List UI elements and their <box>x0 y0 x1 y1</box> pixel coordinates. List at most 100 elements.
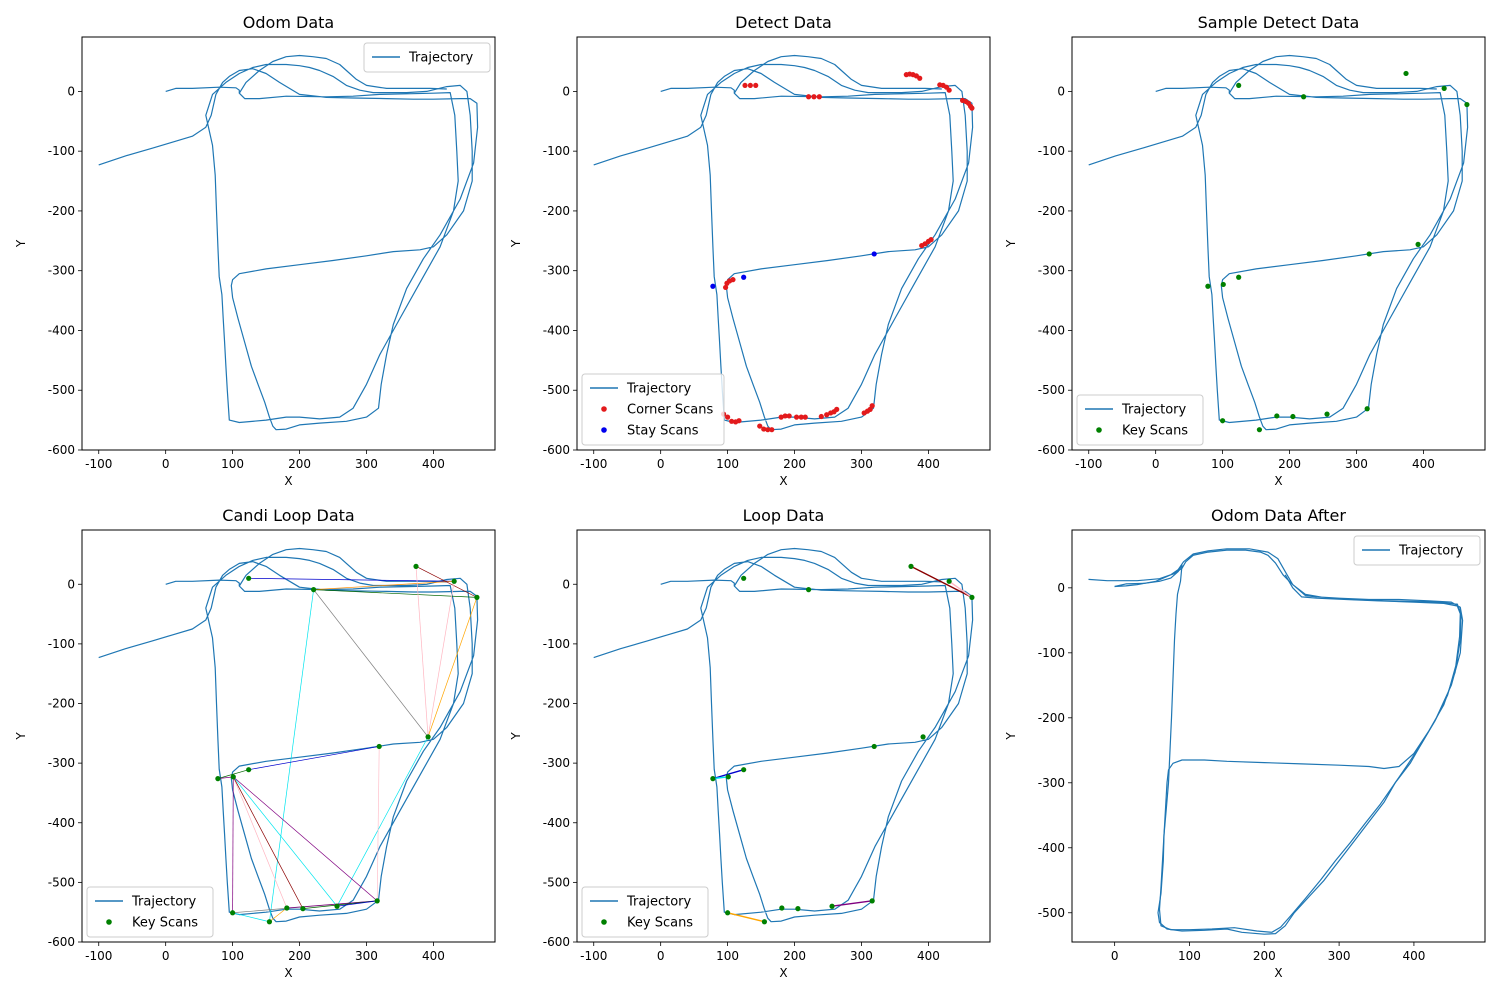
plot-area <box>98 54 479 431</box>
corner-scans-point-34 <box>757 423 763 429</box>
plot-area <box>98 547 480 925</box>
x-tick-label: 0 <box>1111 949 1119 963</box>
loop-link-15 <box>232 776 234 913</box>
loop-link-1 <box>910 565 973 598</box>
y-tick-label: -100 <box>48 637 75 651</box>
legend-dot-swatch <box>601 919 607 925</box>
loop-link-21 <box>232 912 270 923</box>
x-tick-label: 100 <box>716 949 739 963</box>
y-tick-label: -300 <box>543 264 570 278</box>
y-tick-label: -200 <box>543 697 570 711</box>
panel-4: -100 0 100 200 300 400 -600 -500 -400 -300 -200 -10… <box>14 506 496 980</box>
legend-dot-swatch <box>601 406 607 412</box>
loop-link-19 <box>233 776 378 902</box>
key-scans-point-12 <box>266 919 273 925</box>
key-scans-point-9 <box>1220 281 1226 288</box>
trajectory-line-1 <box>98 63 479 431</box>
corner-scans-point-39 <box>782 413 788 419</box>
y-axis-label: Y <box>1004 239 1018 248</box>
corner-scans-point-43 <box>802 414 808 420</box>
y-tick-label: -300 <box>48 264 75 278</box>
y-tick-label: -100 <box>543 637 570 651</box>
loop-link-18 <box>233 776 338 907</box>
x-tick-label: 400 <box>917 949 940 963</box>
y-tick-label: -200 <box>1038 204 1065 218</box>
corner-scans-point-45 <box>824 412 830 418</box>
x-tick-label: 100 <box>221 457 244 471</box>
legend-box <box>363 42 491 73</box>
corner-scans-point-35 <box>761 426 767 432</box>
key-scans-point-15 <box>829 903 835 909</box>
x-tick-label: 300 <box>355 457 378 471</box>
panel-title: Sample Detect Data <box>1198 13 1360 32</box>
y-tick-label: -100 <box>1038 646 1065 660</box>
plot-area <box>1088 548 1464 935</box>
corner-scans-point-48 <box>834 406 840 412</box>
key-scans-point-16 <box>1364 406 1370 412</box>
y-tick-label: -600 <box>1038 443 1065 457</box>
loop-link-6 <box>415 566 478 598</box>
key-scans-point-8 <box>741 767 747 773</box>
x-tick-label: 300 <box>355 949 378 963</box>
y-tick-label: 0 <box>67 577 75 591</box>
loop-link-9 <box>427 597 478 738</box>
loop-link-11 <box>248 746 380 771</box>
trajectory-line-2 <box>238 54 447 94</box>
key-scans-point-11 <box>725 910 731 916</box>
legend-entry-label: Stay Scans <box>627 424 699 439</box>
corner-scans-point-52 <box>869 403 875 409</box>
loop-link-2 <box>948 580 973 598</box>
key-scans-point-5 <box>969 594 975 600</box>
legend-entry-label: Key Scans <box>132 916 198 931</box>
x-tick-label: 200 <box>783 949 806 963</box>
loop-link-12 <box>376 746 380 901</box>
trajectory-line-1 <box>1088 548 1464 935</box>
key-scans-point-14 <box>795 906 801 912</box>
y-axis-label: Y <box>14 732 28 741</box>
legend-box <box>1076 394 1204 446</box>
y-tick-label: -100 <box>48 144 75 158</box>
y-tick-label: -300 <box>48 756 75 770</box>
x-tick-label: -100 <box>580 457 607 471</box>
y-tick-label: -500 <box>48 875 75 889</box>
y-tick-label: -200 <box>543 204 570 218</box>
key-scans-point-10 <box>1205 283 1211 289</box>
trajectory-line-2 <box>733 547 942 587</box>
trajectory-line-1 <box>1088 63 1469 431</box>
loop-link-13 <box>217 769 249 779</box>
corner-scans-point-20 <box>969 105 975 111</box>
x-tick-label: 300 <box>850 457 873 471</box>
loop-link-10 <box>336 736 429 907</box>
key-scans-point-16 <box>374 898 380 904</box>
corner-scans-point-41 <box>793 414 800 420</box>
trajectory-line-2 <box>238 547 447 587</box>
key-scans-point-7 <box>871 743 877 750</box>
axes-frame <box>1071 36 1486 451</box>
corner-scans-point-30 <box>725 414 731 420</box>
y-tick-label: -600 <box>48 443 75 457</box>
axes-frame <box>81 36 496 451</box>
corner-scans-point-44 <box>818 413 824 420</box>
key-scans-point-11 <box>230 910 236 916</box>
corner-scans-point-11 <box>917 75 923 81</box>
key-scans-point-9 <box>725 774 731 780</box>
x-tick-label: 0 <box>657 457 665 471</box>
corner-scans-point-3 <box>753 82 759 89</box>
key-scans-point-13 <box>1274 413 1280 419</box>
x-tick-label: 200 <box>783 457 806 471</box>
key-scans-point-6 <box>1415 241 1421 247</box>
y-tick-label: -300 <box>1038 264 1065 278</box>
x-tick-label: -100 <box>580 949 607 963</box>
loop-link-22 <box>269 907 288 923</box>
y-tick-label: -600 <box>543 935 570 949</box>
key-scans-point-3 <box>908 563 914 569</box>
y-tick-label: -400 <box>1038 323 1065 337</box>
x-tick-label: -100 <box>85 457 112 471</box>
corner-scans-point-33 <box>736 418 742 424</box>
key-scans-point-5 <box>474 594 480 600</box>
y-tick-label: -100 <box>543 144 570 158</box>
y-tick-label: -200 <box>1038 711 1065 725</box>
plot-area <box>593 547 975 925</box>
key-scans-point-7 <box>1366 251 1372 257</box>
corner-scans-point-42 <box>798 414 804 420</box>
